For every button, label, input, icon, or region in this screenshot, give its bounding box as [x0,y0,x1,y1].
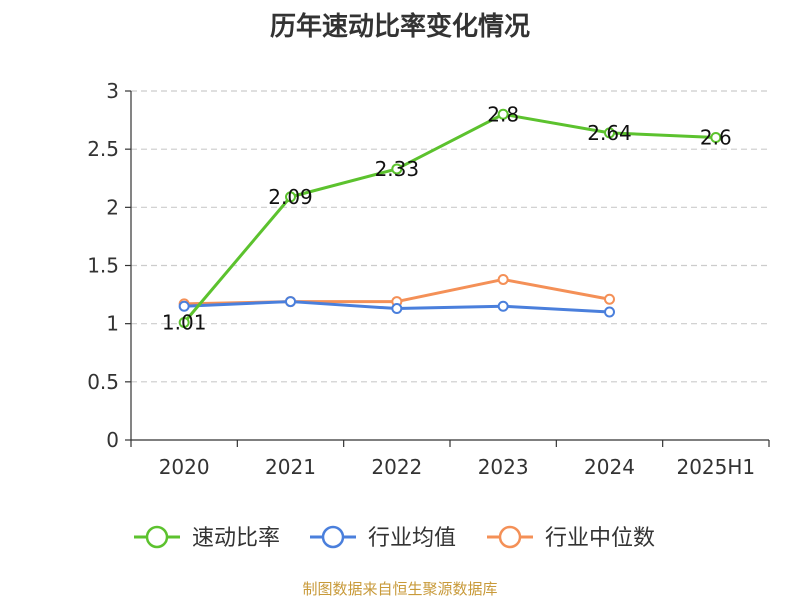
series-line [183,112,716,324]
y-tick-label: 0.5 [87,370,119,394]
data-point[interactable] [285,296,296,308]
data-point[interactable] [710,132,722,144]
data-point[interactable] [178,300,190,312]
y-tick-label: 1 [106,312,119,336]
data-point[interactable] [391,163,403,175]
x-tick-label: 2025H1 [676,455,755,479]
legend-label[interactable]: 行业中位数 [545,526,655,551]
legend: 速动比率 行业均值 行业中位数 [134,525,655,551]
y-tick-label: 0 [106,428,119,452]
data-labels: 1.01 2.09 2.33 2.8 2.64 2.6 [162,102,732,334]
data-label: 2.6 [700,126,732,150]
x-tick-label: 2023 [478,455,529,479]
data-label: 1.01 [162,311,207,335]
data-label: 2.33 [375,157,420,181]
x-tick-label: 2020 [159,455,210,479]
data-point[interactable] [604,127,615,139]
axes: 0 0.5 1 1.5 2 2.5 3 2020 2021 2022 2023 2024 2025H1 [87,79,770,479]
data-label: 2.8 [487,102,519,126]
y-tick-label: 2 [106,195,119,219]
legend-marker[interactable] [321,525,345,549]
legend-marker[interactable] [498,525,522,549]
chart-title: 历年速动比率变化情况 [269,12,530,42]
x-tick-label: 2022 [371,455,422,479]
data-point[interactable] [604,293,615,305]
data-point[interactable] [497,273,509,285]
legend-label[interactable]: 行业均值 [368,526,456,551]
data-point[interactable] [391,303,403,315]
x-tick-label: 2021 [265,455,316,479]
data-point[interactable] [604,306,615,318]
data-label: 2.64 [587,121,632,145]
data-label: 2.09 [268,185,313,209]
data-point[interactable] [497,108,509,120]
x-tick-label: 2024 [584,455,635,479]
data-point[interactable] [285,191,296,203]
grid-lines [131,90,769,383]
data-point[interactable] [178,317,190,329]
series-group [178,108,722,329]
y-tick-label: 2.5 [87,137,119,161]
legend-label[interactable]: 速动比率 [192,526,280,551]
data-point[interactable] [497,300,509,312]
y-tick-label: 1.5 [87,254,119,278]
legend-marker[interactable] [145,525,169,549]
y-tick-label: 3 [106,79,119,103]
source-note: 制图数据来自恒生聚源数据库 [302,580,498,598]
